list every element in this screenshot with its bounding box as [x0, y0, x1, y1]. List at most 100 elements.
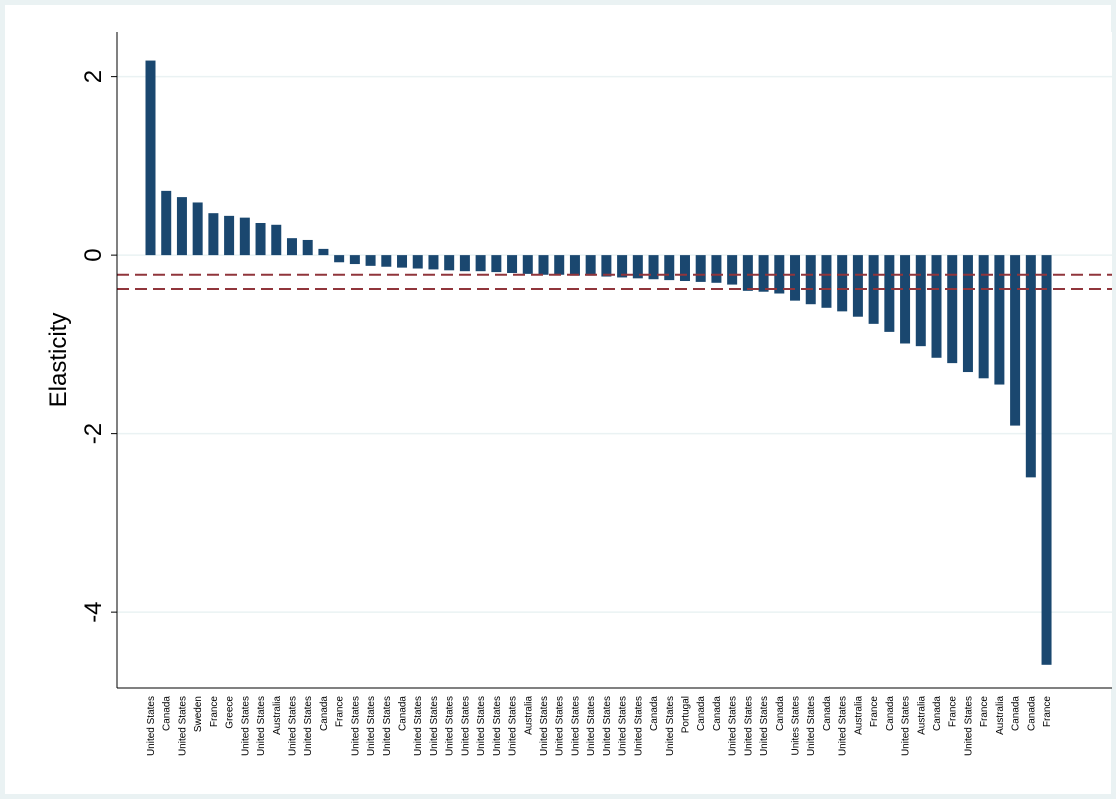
- y-tick-label: -2: [80, 423, 107, 444]
- x-category-label: Canada: [1026, 696, 1037, 731]
- bar: [790, 255, 801, 301]
- bar: [192, 202, 203, 256]
- x-category-label: France: [335, 696, 346, 728]
- bar: [679, 255, 690, 282]
- bar: [161, 190, 172, 256]
- x-category-label: United States: [743, 696, 754, 756]
- bar: [994, 255, 1005, 385]
- bar: [711, 255, 722, 283]
- y-tick-label: 0: [80, 248, 107, 261]
- bar: [271, 224, 282, 256]
- x-category-label: France: [979, 696, 990, 728]
- bar: [664, 255, 675, 281]
- x-category-label: Canada: [712, 696, 723, 731]
- x-category-label: Unites States: [791, 696, 802, 755]
- bar: [774, 255, 785, 294]
- bar: [302, 239, 313, 256]
- bar: [538, 255, 549, 275]
- plot-area: [117, 32, 1112, 688]
- bar: [381, 255, 392, 267]
- x-category-label: United States: [287, 696, 298, 756]
- bar: [758, 255, 769, 292]
- bar: [475, 255, 486, 272]
- x-category-label: United States: [618, 696, 629, 756]
- x-category-label: United States: [350, 696, 361, 756]
- x-category-label: United States: [476, 696, 487, 756]
- bar: [569, 255, 580, 276]
- x-category-label: France: [209, 696, 220, 728]
- bar: [365, 255, 376, 266]
- bar: [821, 255, 832, 308]
- x-category-label: Canada: [775, 696, 786, 731]
- bar: [208, 213, 219, 256]
- x-category-label: Canada: [696, 696, 707, 731]
- x-category-label: Australia: [995, 696, 1006, 735]
- x-category-label: France: [869, 696, 880, 728]
- x-category-label: Greece: [225, 696, 236, 729]
- bar: [1010, 255, 1021, 426]
- x-category-label: Australia: [916, 696, 927, 735]
- x-category-label: United States: [256, 696, 267, 756]
- x-category-label: Canada: [1011, 696, 1022, 731]
- x-category-label: Canada: [319, 696, 330, 731]
- bar: [239, 217, 250, 256]
- bar: [915, 255, 926, 347]
- x-category-label: Australia: [523, 696, 534, 735]
- bar: [931, 255, 942, 358]
- x-category-label: France: [948, 696, 959, 728]
- bar: [601, 255, 612, 277]
- x-category-label: United States: [759, 696, 770, 756]
- bar: [554, 255, 565, 275]
- x-category-label: United States: [539, 696, 550, 756]
- x-category-label: France: [1042, 696, 1053, 728]
- x-category-label: Canada: [932, 696, 943, 731]
- bar: [884, 255, 895, 332]
- bar: [444, 255, 455, 271]
- bar: [837, 255, 848, 312]
- bar: [397, 255, 408, 268]
- bar: [978, 255, 989, 379]
- x-category-label: United States: [963, 696, 974, 756]
- bar: [617, 255, 628, 278]
- x-category-label: United States: [728, 696, 739, 756]
- bar: [962, 255, 973, 373]
- bar: [727, 255, 738, 285]
- x-category-label: United States: [901, 696, 912, 756]
- x-category-label: Sweden: [193, 696, 204, 732]
- bar: [349, 255, 360, 265]
- x-category-label: United States: [445, 696, 456, 756]
- bar: [318, 248, 329, 256]
- bar: [507, 255, 518, 273]
- bar: [742, 255, 753, 291]
- bar: [224, 215, 235, 256]
- bar: [286, 238, 297, 256]
- bar: [1041, 255, 1052, 665]
- x-category-label: Canada: [162, 696, 173, 731]
- bar: [176, 197, 187, 256]
- x-category-label: Canada: [398, 696, 409, 731]
- bar: [459, 255, 470, 272]
- x-category-label: United States: [177, 696, 188, 756]
- bar: [491, 255, 502, 273]
- x-category-label: United States: [460, 696, 471, 756]
- bar: [632, 255, 643, 279]
- x-category-label: United States: [240, 696, 251, 756]
- x-category-label: United States: [633, 696, 644, 756]
- x-category-label: Portugal: [680, 696, 691, 733]
- bar: [412, 255, 423, 269]
- x-category-label: Australia: [272, 696, 283, 735]
- bar: [334, 255, 345, 263]
- bar: [1025, 255, 1036, 478]
- bar: [947, 255, 958, 364]
- x-category-label: United States: [602, 696, 613, 756]
- x-category-label: Canada: [822, 696, 833, 731]
- x-category-label: United States: [429, 696, 440, 756]
- x-category-label: United States: [382, 696, 393, 756]
- bar: [900, 255, 911, 344]
- bar: [255, 222, 266, 256]
- bar: [695, 255, 706, 282]
- x-category-label: United States: [508, 696, 519, 756]
- x-category-label: Canada: [885, 696, 896, 731]
